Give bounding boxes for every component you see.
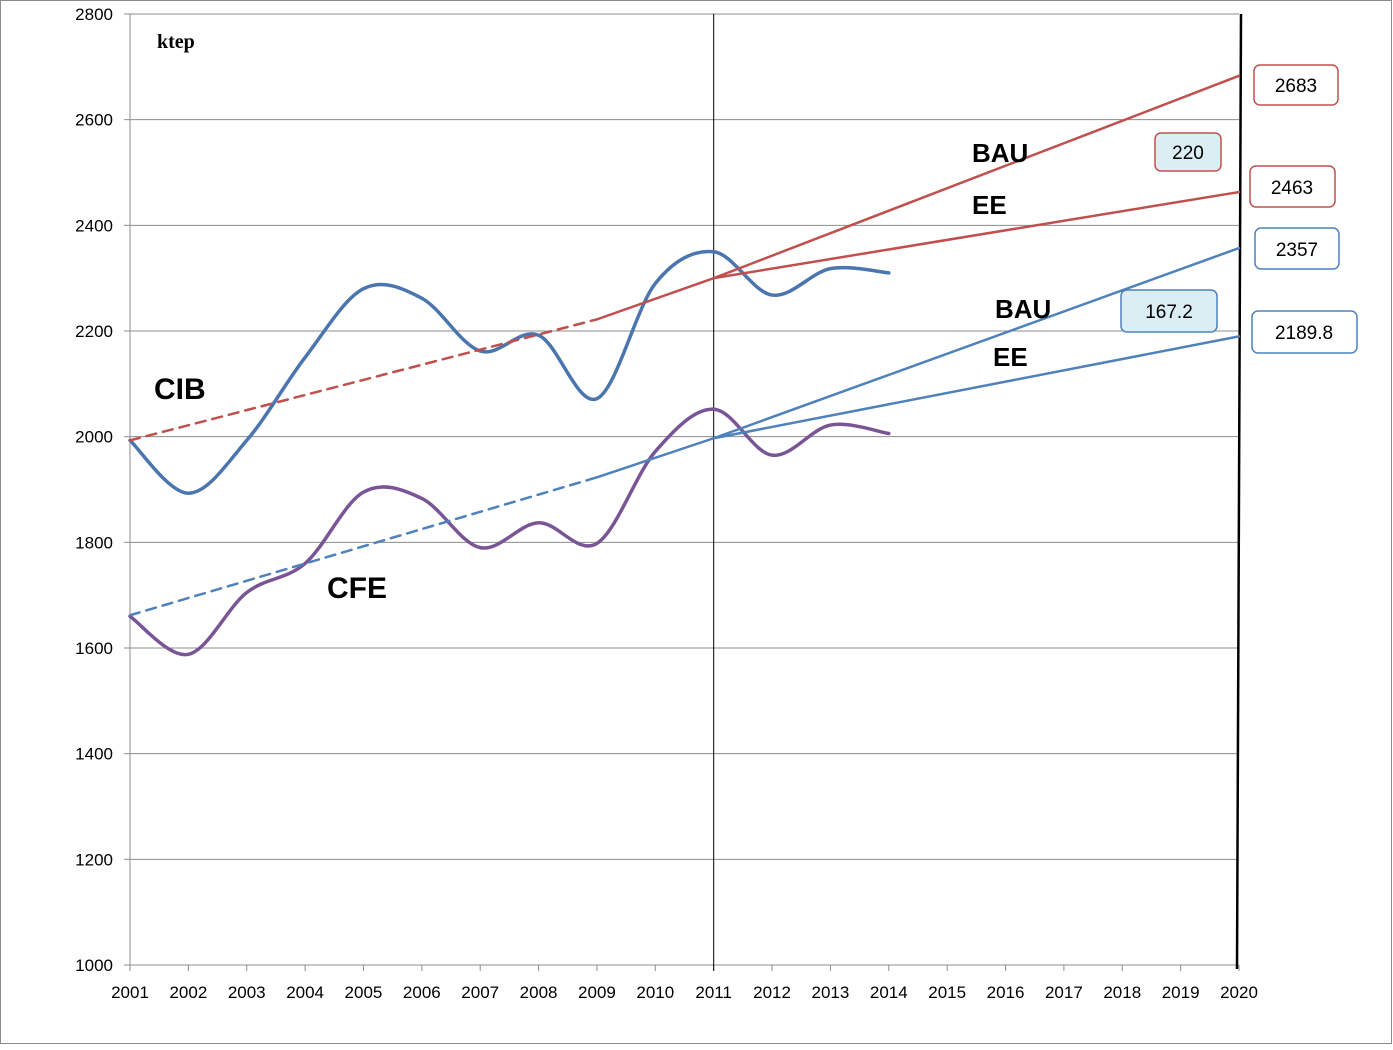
cib-ee-projection [712, 190, 1241, 280]
callout-220-text: 220 [1172, 143, 1204, 164]
y-tick-label: 1200 [75, 850, 113, 869]
x-tick-label: 2008 [520, 983, 558, 1002]
callout-2683: 2683 [1253, 64, 1339, 106]
series-layer [128, 74, 1241, 657]
callout-21898: 2189.8 [1251, 310, 1358, 354]
callout-1672: 167.2 [1120, 289, 1218, 333]
callout-220: 220 [1154, 132, 1222, 172]
axis-layer: 1000 1200 1400 1600 1800 2000 2200 2400 2600 2800… [75, 5, 1258, 1002]
x-tick-label: 2019 [1162, 983, 1200, 1002]
ee-label-red: EE [972, 190, 1007, 220]
y-tick-label: 2600 [75, 111, 113, 130]
bau-label-red: BAU [972, 138, 1028, 168]
x-tick-label: 2001 [111, 983, 149, 1002]
x-tick-label: 2020 [1220, 983, 1258, 1002]
x-tick-label: 2011 [695, 983, 732, 1002]
x-tick-label: 2009 [578, 983, 616, 1002]
callout-1672-text: 167.2 [1145, 302, 1193, 323]
x-tick-label: 2018 [1103, 983, 1141, 1002]
y-tick-label: 1600 [75, 639, 113, 658]
cib-trend-dashed [128, 318, 599, 442]
y-tick-label: 1800 [75, 533, 113, 552]
callout-2683-text: 2683 [1275, 76, 1317, 97]
y-tick-label: 2000 [75, 428, 113, 447]
x-tick-label: 2002 [169, 983, 207, 1002]
x-tick-label: 2014 [870, 983, 908, 1002]
y-tick-label: 2800 [75, 5, 113, 24]
x-tick-label: 2012 [753, 983, 791, 1002]
x-tick-label: 2007 [461, 983, 499, 1002]
callout-2357-text: 2357 [1276, 240, 1318, 261]
x-tick-label: 2006 [403, 983, 441, 1002]
cfe-trend-dashed [128, 476, 599, 617]
y-tick-label: 2200 [75, 322, 113, 341]
cib-label: CIB [154, 373, 206, 406]
y-tick-label: 2400 [75, 216, 113, 235]
x-tick-label: 2010 [636, 983, 674, 1002]
cfe-ee-projection [712, 335, 1241, 440]
x-tick-label: 2003 [228, 983, 266, 1002]
x-tick-label: 2015 [928, 983, 966, 1002]
x-tick-label: 2005 [345, 983, 383, 1002]
unit-label: ktep [157, 31, 195, 53]
grid-layer [130, 13, 1239, 860]
cfe-series-line [128, 407, 891, 657]
x-tick-label: 2013 [812, 983, 850, 1002]
ee-label-blue: EE [993, 342, 1028, 372]
callout-2463: 2463 [1249, 165, 1336, 208]
callout-21898-text: 2189.8 [1275, 323, 1333, 344]
x-tick-label: 2004 [286, 983, 324, 1002]
cfe-label: CFE [327, 572, 387, 605]
bau-label-blue: BAU [995, 294, 1051, 324]
y-tick-label: 1000 [75, 956, 113, 975]
cib-series-line [128, 249, 891, 495]
x-tick-label: 2017 [1045, 983, 1083, 1002]
x-tick-label: 2016 [987, 983, 1025, 1002]
marker-line-2020 [1235, 13, 1243, 970]
callout-2357: 2357 [1254, 227, 1340, 270]
y-tick-label: 1400 [75, 745, 113, 764]
callout-2463-text: 2463 [1271, 178, 1313, 199]
